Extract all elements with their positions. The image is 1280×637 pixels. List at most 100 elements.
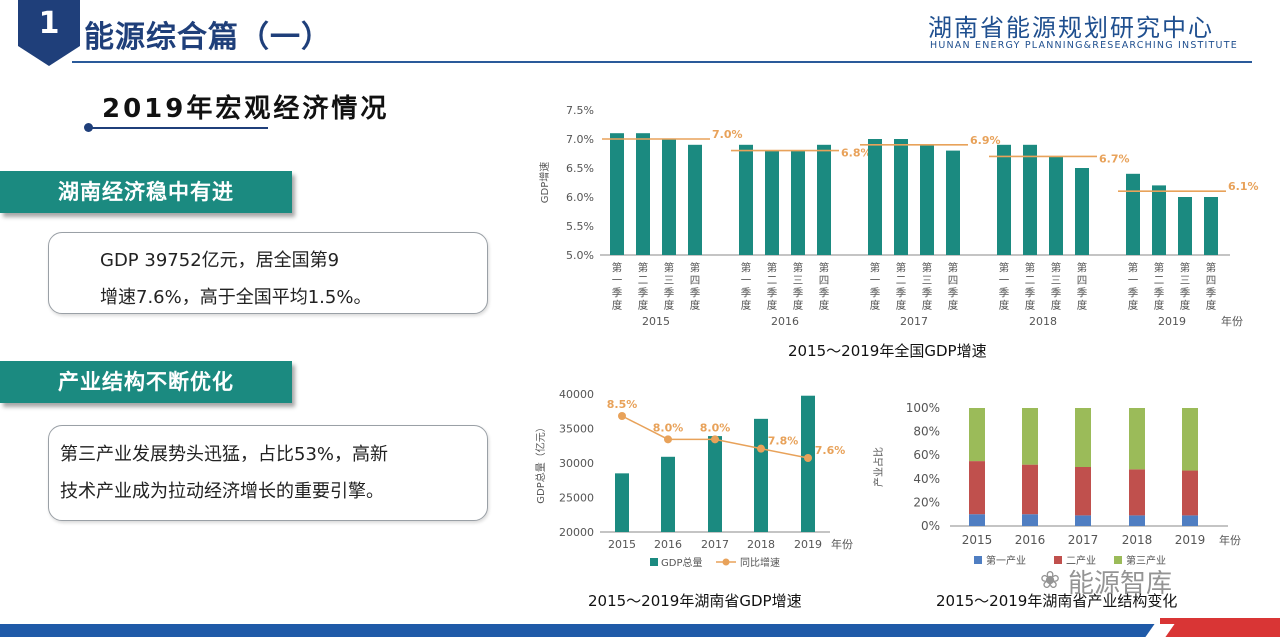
quarter-label: 第四季度 [1206, 261, 1217, 312]
quarter-label: 第四季度 [948, 261, 959, 312]
quarter-bar [662, 139, 676, 255]
quarter-label: 第二季度 [638, 261, 649, 312]
secondary-industry-segment [1129, 469, 1145, 516]
org-name: 湖南省能源规划研究中心 [928, 14, 1214, 42]
section-title: 2019年宏观经济情况 [102, 94, 390, 124]
gdp-bar [754, 418, 768, 532]
x-tick-label: 2015 [962, 533, 993, 547]
quarter-bar [1204, 197, 1218, 255]
gdp-bar [801, 395, 815, 532]
y-axis-label: GDP增速 [538, 162, 551, 203]
hunan-gdp-chart: 20000 25000 30000 35000 40000 GDP总量（亿元） 2015 20… [534, 388, 853, 569]
x-tick-label: 2018 [1122, 533, 1153, 547]
tertiary-industry-segment [1022, 408, 1038, 465]
national-gdp-chart-caption: 2015～2019年全国GDP增速 [788, 342, 987, 360]
quarter-bar [1178, 197, 1192, 255]
y-axis-label: 产业占比 [872, 447, 885, 487]
quarter-label: 第三季度 [1051, 261, 1062, 312]
y-tick-label: 5.5% [566, 220, 594, 233]
quarter-label: 第二季度 [1025, 261, 1036, 312]
growth-point [757, 444, 765, 453]
wechat-icon: ❀ [1040, 566, 1061, 594]
legend-gdp-swatch [650, 558, 658, 566]
x-axis-label: 年份 [831, 537, 853, 551]
legend-label: 第三产业 [1126, 554, 1166, 567]
year-label: 2015 [642, 315, 670, 328]
footer-bar [0, 624, 1160, 637]
annual-growth-label: 7.0% [712, 128, 743, 141]
x-tick-label: 2019 [794, 538, 822, 551]
quarter-bar [688, 144, 702, 255]
quarter-label: 第四季度 [690, 261, 701, 312]
y-tick-label: 5.0% [566, 249, 594, 262]
banner-economy: 湖南经济稳中有进 [0, 171, 292, 213]
quarter-bar [894, 139, 908, 255]
annual-growth-label: 6.8% [841, 147, 872, 160]
primary-industry-segment [969, 514, 985, 526]
quarter-bar [636, 133, 650, 255]
gdp-bar [615, 473, 629, 532]
x-tick-label: 2019 [1175, 533, 1206, 547]
quarter-label: 第三季度 [922, 261, 933, 312]
quarter-bar [920, 144, 934, 255]
section-underline [88, 127, 268, 129]
legend-growth-marker [722, 558, 730, 566]
growth-label: 7.6% [815, 444, 846, 457]
economy-text-box [48, 232, 488, 314]
quarter-label: 第四季度 [819, 261, 830, 312]
growth-label: 8.0% [653, 421, 684, 434]
secondary-industry-segment [1182, 470, 1198, 516]
y-tick-label: 40% [913, 472, 940, 486]
x-tick-label: 2017 [701, 538, 729, 551]
annual-growth-label: 6.9% [970, 134, 1001, 147]
industry-text-line-1: 第三产业发展势头迅猛，占比53%，高新 [60, 444, 389, 465]
org-name-en: HUNAN ENERGY PLANNING&RESEARCHING INSTIT… [930, 40, 1238, 51]
quarter-bar [1075, 168, 1089, 255]
quarter-bar [1126, 173, 1140, 255]
y-tick-label: 80% [913, 425, 940, 439]
quarter-label: 第一季度 [999, 261, 1010, 312]
quarter-bar [1049, 156, 1063, 255]
growth-label: 7.8% [768, 435, 799, 448]
y-tick-label: 40000 [559, 388, 594, 401]
y-tick-label: 6.5% [566, 162, 594, 175]
quarter-label: 第三季度 [664, 261, 675, 312]
secondary-industry-segment [1022, 464, 1038, 515]
growth-label: 8.0% [700, 421, 731, 434]
footer-accent [1160, 618, 1280, 637]
growth-point [664, 435, 672, 444]
y-tick-label: 7.0% [566, 133, 594, 146]
industry-structure-chart: 0% 20% 40% 60% 80% 100% 产业占比 2015 2016 2017 2018 20… [872, 401, 1241, 567]
growth-point [804, 454, 812, 462]
x-tick-label: 2016 [654, 538, 682, 551]
tertiary-industry-segment [1129, 408, 1145, 470]
hunan-gdp-chart-caption: 2015～2019年湖南省GDP增速 [588, 592, 802, 610]
y-tick-label: 20% [913, 495, 940, 509]
watermark: 能源智库 [1068, 569, 1173, 599]
quarter-label: 第一季度 [741, 261, 752, 312]
quarter-bar [765, 150, 779, 255]
y-tick-label: 7.5% [566, 104, 594, 117]
y-tick-label: 100% [906, 401, 940, 415]
legend-label: 二产业 [1066, 554, 1096, 567]
x-axis-label: 年份 [1221, 314, 1243, 328]
primary-industry-segment [1022, 514, 1038, 526]
industry-structure-chart-caption: 2015～2019年湖南省产业结构变化 [936, 592, 1178, 610]
growth-point [711, 435, 719, 444]
year-label: 2019 [1158, 315, 1186, 328]
quarter-label: 第三季度 [793, 261, 804, 312]
year-label: 2017 [900, 315, 928, 328]
year-label: 2018 [1029, 315, 1057, 328]
primary-industry-segment [1129, 515, 1145, 526]
legend-growth-label: 同比增速 [740, 556, 780, 569]
quarter-label: 第一季度 [1128, 261, 1139, 312]
tertiary-industry-segment [1182, 408, 1198, 471]
quarter-label: 第二季度 [896, 261, 907, 312]
quarter-bar [1152, 185, 1166, 255]
industry-text-box [48, 425, 488, 521]
primary-industry-segment [1182, 515, 1198, 526]
y-tick-label: 25000 [559, 492, 594, 505]
growth-label: 8.5% [607, 398, 638, 411]
quarter-label: 第一季度 [612, 261, 623, 312]
legend-swatch [1114, 556, 1122, 564]
